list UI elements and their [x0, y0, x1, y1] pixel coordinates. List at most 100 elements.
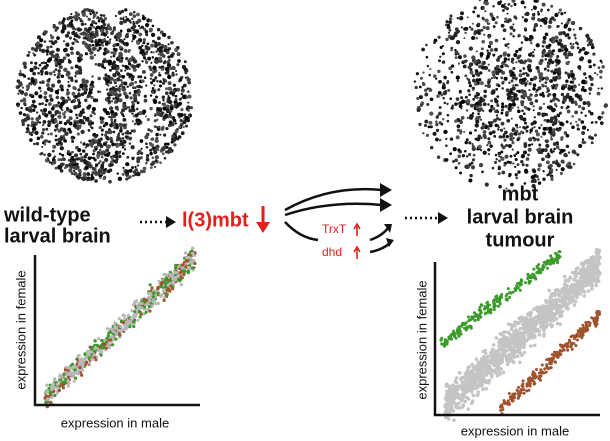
brain-texture: [529, 52, 533, 55]
brain-texture: [119, 69, 123, 73]
brain-texture: [137, 75, 141, 79]
brain-texture: [101, 128, 104, 131]
brain-texture: [473, 6, 477, 10]
scatter-dot: [540, 305, 545, 310]
brain-texture: [115, 38, 118, 42]
brain-texture: [567, 86, 572, 91]
brain-texture: [74, 14, 78, 17]
brain-texture: [104, 26, 109, 31]
scatter-dot: [493, 304, 497, 308]
brain-texture: [476, 108, 482, 113]
brain-texture: [509, 154, 513, 158]
brain-texture: [481, 65, 486, 70]
scatter-dot: [145, 298, 149, 302]
brain-texture: [145, 142, 148, 146]
brain-texture: [544, 118, 547, 122]
brain-texture: [482, 102, 487, 107]
brain-texture: [98, 43, 102, 47]
scatter-dot: [502, 349, 506, 354]
brain-texture: [41, 123, 45, 127]
brain-texture: [104, 158, 107, 161]
brain-texture: [43, 95, 47, 100]
brain-texture: [117, 55, 122, 60]
brain-texture: [58, 152, 62, 156]
brain-texture: [189, 106, 193, 110]
brain-texture: [115, 42, 120, 47]
brain-texture: [573, 33, 577, 37]
brain-texture: [496, 95, 500, 98]
scatter-dot: [156, 301, 160, 305]
scatter-dot: [109, 338, 113, 342]
brain-texture: [142, 56, 147, 60]
scatter-dot: [93, 355, 97, 359]
brain-texture: [67, 80, 70, 83]
scatter-dot: [138, 310, 142, 314]
brain-texture: [132, 86, 135, 90]
brain-texture: [122, 18, 125, 21]
brain-texture: [50, 113, 55, 119]
scatter-dot: [492, 299, 495, 303]
brain-texture: [172, 89, 177, 94]
scatter-dot: [471, 365, 476, 370]
scatter-dot: [518, 319, 523, 324]
brain-texture: [108, 40, 111, 43]
brain-texture: [581, 131, 586, 135]
brain-texture: [509, 88, 513, 92]
brain-texture: [184, 76, 188, 79]
brain-texture: [513, 15, 517, 19]
brain-texture: [560, 92, 565, 97]
brain-texture: [79, 110, 84, 115]
brain-texture: [567, 52, 571, 57]
scatter-dot: [178, 271, 182, 275]
brain-texture: [55, 95, 60, 100]
brain-texture: [94, 63, 98, 66]
brain-texture: [464, 95, 468, 99]
brain-texture: [39, 134, 44, 139]
brain-texture: [466, 116, 470, 120]
brain-texture: [158, 101, 161, 105]
brain-texture: [66, 17, 70, 21]
brain-texture: [529, 34, 533, 39]
brain-texture: [512, 136, 515, 140]
scatter-dot: [547, 288, 551, 293]
scatter-dot: [491, 348, 496, 352]
brain-texture: [542, 112, 547, 117]
brain-texture: [454, 50, 459, 55]
scatter-dot: [579, 269, 583, 274]
brain-texture: [70, 76, 74, 80]
brain-texture: [150, 32, 156, 38]
brain-texture: [484, 1, 489, 6]
scatter-dot: [587, 264, 592, 268]
brain-texture: [508, 81, 511, 85]
scatter-dot: [532, 267, 536, 271]
brain-texture: [480, 47, 484, 51]
brain-texture: [505, 134, 509, 139]
brain-texture: [549, 93, 552, 96]
brain-texture: [89, 55, 94, 60]
brain-texture: [546, 8, 550, 12]
brain-texture: [487, 153, 491, 156]
scatter-dot: [102, 344, 106, 349]
brain-texture: [533, 174, 537, 178]
brain-texture: [525, 129, 529, 133]
brain-texture: [38, 86, 42, 90]
brain-texture: [560, 12, 564, 16]
brain-texture: [57, 69, 61, 73]
brain-texture: [157, 56, 163, 61]
brain-texture: [537, 181, 542, 185]
brain-texture: [148, 27, 154, 32]
brain-texture: [21, 86, 25, 89]
brain-texture: [158, 45, 163, 51]
brain-texture: [581, 106, 586, 111]
brain-texture: [113, 60, 116, 64]
brain-texture: [531, 127, 534, 130]
brain-texture: [48, 102, 52, 106]
brain-texture: [149, 106, 153, 111]
brain-texture: [81, 176, 87, 182]
brain-texture: [532, 28, 537, 32]
brain-texture: [152, 70, 156, 74]
brain-texture: [519, 80, 523, 84]
scatter-dot: [573, 273, 577, 278]
brain-texture: [503, 57, 508, 61]
scatter-dot: [137, 301, 142, 305]
